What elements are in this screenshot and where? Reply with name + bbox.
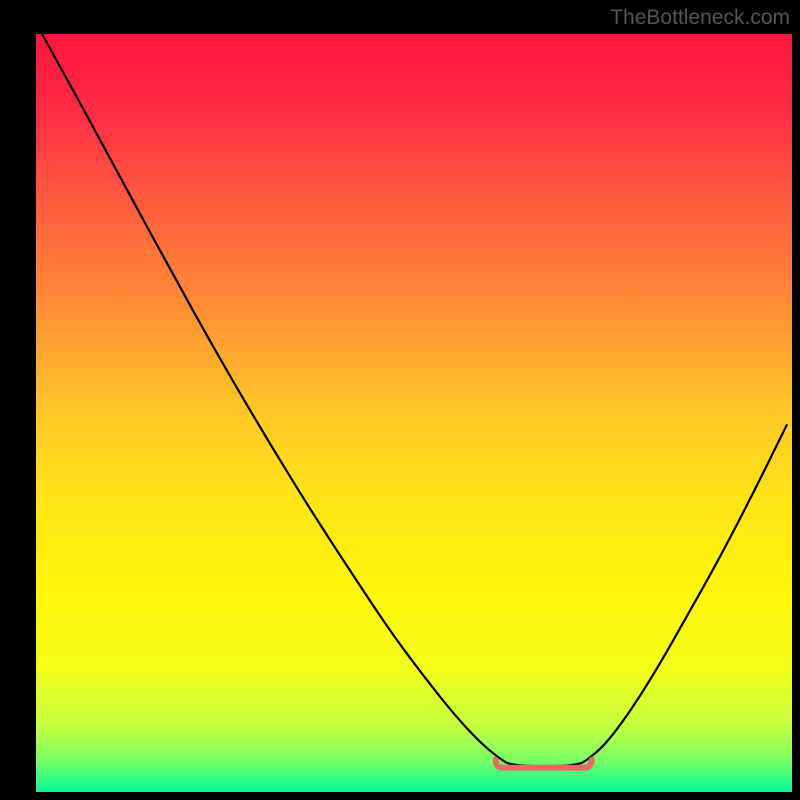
bottom-highlight-path (496, 760, 592, 768)
chart-container: TheBottleneck.com (0, 0, 800, 800)
bottom-highlight (36, 34, 792, 792)
plot-area (36, 34, 792, 792)
watermark-text: TheBottleneck.com (610, 6, 790, 30)
